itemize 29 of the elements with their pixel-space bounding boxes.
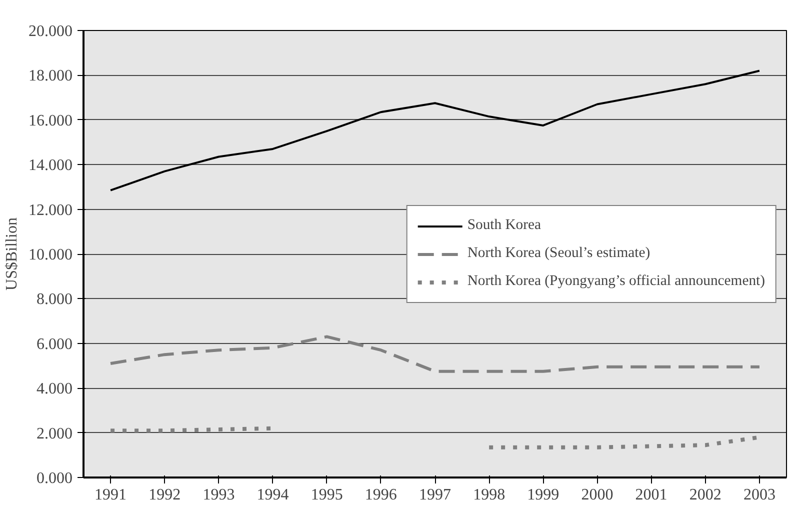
y-tick-label: 16.000 (28, 112, 72, 130)
legend-label: South Korea (467, 217, 542, 234)
x-tick-label: 1997 (419, 486, 451, 504)
y-tick-label: 0.000 (36, 470, 72, 487)
y-tick-label: 20.000 (28, 23, 72, 40)
y-tick-label: 18.000 (28, 68, 72, 85)
x-tick-label: 1996 (364, 486, 397, 504)
legend-label: North Korea (Pyongyang’s official announcement) (467, 273, 765, 290)
legend-label: North Korea (Seoul’s estimate) (467, 245, 652, 262)
y-tick-label: 2.000 (36, 425, 72, 442)
y-tick-label: 10.000 (28, 246, 72, 264)
x-tick-label: 2000 (581, 486, 614, 504)
y-axis-title: US$Billion (4, 218, 20, 290)
x-tick-label: 2001 (635, 486, 668, 504)
y-tick-label: 8.000 (36, 291, 72, 308)
line-series (109, 335, 761, 373)
y-tick-label: 12.000 (28, 202, 72, 219)
x-tick-label: 1994 (256, 486, 289, 504)
x-tick-label: 2003 (743, 486, 776, 504)
x-tick-label: 1999 (527, 486, 560, 504)
x-tick-label: 1992 (148, 486, 181, 504)
x-tick-label: 1991 (94, 486, 127, 504)
y-tick-label: 6.000 (36, 336, 72, 353)
y-tick-label: 14.000 (28, 157, 72, 174)
x-tick-label: 1998 (473, 486, 506, 504)
y-tick-label: 4.000 (36, 380, 72, 398)
x-tick-label: 1993 (202, 486, 235, 504)
x-tick-label: 2002 (689, 486, 722, 504)
x-tick-label: 1995 (310, 486, 343, 504)
